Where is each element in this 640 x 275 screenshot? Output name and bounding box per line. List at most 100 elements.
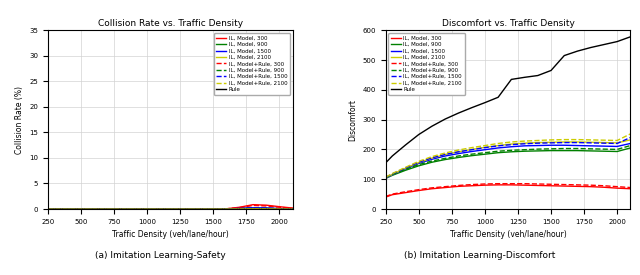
Line: IL, Model, 900: IL, Model, 900	[48, 208, 292, 209]
IL, Model+Rule, 1500	[249, 206, 257, 210]
IL, Model+Rule, 1500	[442, 153, 449, 156]
IL, Model, 2100	[157, 207, 164, 211]
IL, Model+Rule, 2100	[587, 138, 595, 142]
Line: IL, Model, 300: IL, Model, 300	[48, 205, 292, 209]
IL, Model+Rule, 1500	[573, 141, 581, 144]
IL, Model, 2100	[209, 207, 217, 211]
IL, Model+Rule, 300	[276, 206, 284, 209]
IL, Model, 900	[442, 158, 449, 161]
IL, Model, 1500	[104, 207, 111, 211]
IL, Model+Rule, 1500	[117, 207, 125, 211]
Rule	[289, 207, 296, 211]
Rule	[547, 69, 555, 72]
IL, Model+Rule, 2100	[157, 207, 164, 211]
IL, Model+Rule, 1500	[170, 207, 177, 211]
IL, Model, 2100	[481, 146, 489, 149]
IL, Model, 900	[627, 146, 634, 150]
IL, Model+Rule, 300	[521, 182, 529, 185]
IL, Model, 300	[157, 207, 164, 211]
IL, Model+Rule, 900	[561, 147, 568, 150]
IL, Model, 1500	[547, 144, 555, 147]
IL, Model, 900	[90, 207, 98, 211]
IL, Model+Rule, 900	[402, 168, 410, 171]
IL, Model+Rule, 1500	[613, 142, 621, 145]
IL, Model, 1500	[289, 207, 296, 210]
Line: IL, Model, 900: IL, Model, 900	[386, 148, 630, 178]
Rule	[51, 207, 58, 211]
IL, Model+Rule, 1500	[64, 207, 72, 211]
IL, Model, 1500	[117, 207, 125, 211]
IL, Model+Rule, 2100	[170, 207, 177, 211]
IL, Model, 2100	[508, 142, 515, 146]
Rule	[402, 143, 410, 147]
Rule	[494, 96, 502, 99]
IL, Model, 2100	[382, 176, 390, 180]
IL, Model+Rule, 900	[428, 160, 436, 163]
IL, Model, 2100	[289, 207, 296, 211]
Rule	[415, 133, 422, 136]
Rule	[130, 207, 138, 211]
Line: IL, Model, 1500: IL, Model, 1500	[48, 208, 292, 209]
IL, Model, 2100	[561, 140, 568, 144]
Legend: IL, Model, 300, IL, Model, 900, IL, Model, 1500, IL, Model, 2100, IL, Model+Rule: IL, Model, 300, IL, Model, 900, IL, Mode…	[388, 33, 465, 95]
IL, Model, 900	[183, 207, 191, 211]
IL, Model, 900	[209, 207, 217, 211]
IL, Model+Rule, 900	[236, 207, 244, 210]
IL, Model+Rule, 1500	[289, 207, 296, 211]
IL, Model+Rule, 300	[262, 204, 270, 208]
IL, Model+Rule, 2100	[613, 139, 621, 142]
IL, Model, 1500	[402, 167, 410, 170]
IL, Model, 2100	[428, 156, 436, 160]
IL, Model, 1500	[534, 144, 541, 147]
Rule	[223, 207, 230, 211]
IL, Model+Rule, 2100	[494, 142, 502, 145]
IL, Model, 1500	[613, 145, 621, 148]
IL, Model, 900	[289, 207, 296, 211]
Rule	[104, 207, 111, 211]
IL, Model+Rule, 2100	[183, 207, 191, 211]
IL, Model+Rule, 1500	[104, 207, 111, 211]
Y-axis label: Discomfort: Discomfort	[348, 99, 357, 141]
IL, Model+Rule, 300	[104, 207, 111, 211]
IL, Model, 900	[534, 149, 541, 153]
IL, Model, 300	[600, 186, 608, 189]
Rule	[157, 207, 164, 211]
Rule	[573, 50, 581, 53]
IL, Model, 2100	[51, 207, 58, 211]
IL, Model, 2100	[521, 142, 529, 145]
IL, Model, 2100	[104, 207, 111, 211]
IL, Model, 1500	[64, 207, 72, 211]
IL, Model, 900	[454, 156, 462, 159]
IL, Model+Rule, 2100	[209, 207, 217, 211]
IL, Model+Rule, 2100	[44, 207, 52, 211]
IL, Model, 1500	[388, 173, 396, 176]
IL, Model+Rule, 1500	[382, 176, 390, 179]
IL, Model+Rule, 900	[143, 207, 151, 211]
Rule	[388, 154, 396, 158]
IL, Model+Rule, 2100	[388, 172, 396, 175]
IL, Model+Rule, 300	[600, 184, 608, 188]
Legend: IL, Model, 300, IL, Model, 900, IL, Model, 1500, IL, Model, 2100, IL, Model+Rule: IL, Model, 300, IL, Model, 900, IL, Mode…	[214, 33, 290, 95]
IL, Model+Rule, 300	[223, 207, 230, 210]
IL, Model+Rule, 2100	[442, 151, 449, 155]
IL, Model, 300	[143, 207, 151, 211]
IL, Model, 900	[276, 207, 284, 210]
IL, Model+Rule, 1500	[587, 141, 595, 145]
IL, Model, 900	[382, 177, 390, 180]
IL, Model+Rule, 2100	[223, 207, 230, 211]
IL, Model+Rule, 900	[157, 207, 164, 211]
Text: (b) Imitation Learning-Discomfort: (b) Imitation Learning-Discomfort	[404, 252, 556, 260]
IL, Model+Rule, 900	[627, 144, 634, 147]
Line: IL, Model, 300: IL, Model, 300	[386, 185, 630, 197]
IL, Model, 900	[468, 154, 476, 157]
IL, Model, 1500	[77, 207, 85, 211]
Rule	[428, 125, 436, 128]
Line: IL, Model+Rule, 1500: IL, Model+Rule, 1500	[386, 138, 630, 177]
IL, Model, 300	[276, 205, 284, 208]
IL, Model, 900	[600, 150, 608, 153]
IL, Model+Rule, 900	[442, 157, 449, 160]
IL, Model+Rule, 900	[170, 207, 177, 211]
IL, Model, 300	[223, 207, 230, 210]
IL, Model, 2100	[627, 138, 634, 142]
IL, Model, 900	[104, 207, 111, 211]
